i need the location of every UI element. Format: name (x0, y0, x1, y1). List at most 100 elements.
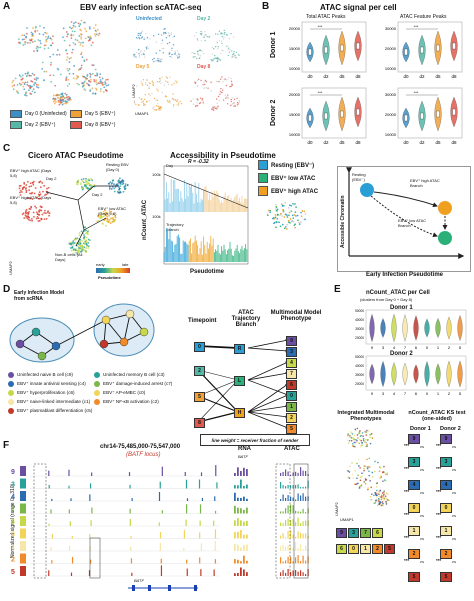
umap-point (195, 105, 197, 107)
umap-point (170, 56, 173, 59)
int-umap-point (375, 496, 378, 499)
pseudotime-point (38, 211, 41, 213)
violin-ytick: 20000 (355, 336, 364, 340)
trajectory-line (45, 185, 118, 247)
track-peak (89, 559, 92, 564)
region-box (275, 463, 291, 579)
pseudotime-point (21, 213, 24, 216)
pseudotime-point (99, 214, 102, 217)
umap-point (200, 79, 202, 82)
umap-point (223, 33, 225, 35)
umap-point (192, 56, 195, 58)
umap-point (30, 74, 32, 77)
pseudotime-point (77, 245, 80, 248)
ks-vs: vs (452, 513, 456, 518)
int-umap-point (364, 482, 367, 485)
pseudotime-point (28, 208, 31, 210)
int-umap-point (376, 498, 379, 501)
umap-point (19, 42, 22, 45)
umap-point (133, 102, 136, 104)
umap-point (172, 93, 174, 95)
umap-point (226, 45, 228, 47)
umap-point (218, 80, 220, 83)
umap-point (61, 93, 63, 96)
umap-point (227, 54, 229, 57)
track-color-tab (20, 466, 26, 476)
umap-point (99, 81, 102, 83)
int-umap-point (377, 461, 379, 464)
umap-point (83, 59, 86, 62)
track-color-tab (20, 516, 26, 526)
violin-shape (380, 360, 386, 388)
pseudotime-point (117, 179, 120, 182)
rna-peak (243, 485, 245, 489)
umap-point (168, 41, 171, 44)
umap-point (95, 81, 97, 84)
pseudotime-point (87, 233, 89, 236)
umap-point (217, 95, 220, 98)
umap-point (80, 36, 83, 39)
pseudotime-point (25, 184, 28, 186)
ks-sig: *** (404, 443, 410, 448)
e-umap1: UMAP1 (340, 517, 354, 522)
umap-point (174, 52, 176, 54)
int-umap-point (354, 469, 356, 472)
rna-peak (246, 484, 248, 489)
umap-point (214, 45, 217, 48)
int-umap-point (385, 497, 387, 499)
violin-box (308, 114, 312, 122)
umap-point (171, 47, 173, 49)
track-color-tab (20, 503, 26, 514)
umap-point (76, 39, 79, 42)
int-umap-point (376, 500, 379, 503)
umap-point (27, 71, 30, 74)
umap-point (223, 36, 225, 38)
atac-peak (297, 472, 299, 476)
pseudotime-point (122, 180, 125, 183)
panel-b-row2: Donor 2 (270, 99, 277, 126)
track-peak (216, 482, 218, 489)
ks-chip: 1 (408, 526, 420, 536)
pseudotime-point (126, 184, 129, 186)
gene-exon (194, 585, 197, 591)
atac-peak (290, 530, 292, 539)
umap-point (205, 81, 208, 83)
pseudotime-point (19, 185, 22, 187)
track-label: 7 (11, 507, 15, 514)
umap-point (70, 37, 73, 39)
umap-point (197, 54, 200, 56)
pseudotime-point (80, 250, 83, 253)
pseudotime-point (87, 178, 90, 181)
umap-point (24, 81, 27, 84)
umap-point (202, 101, 204, 103)
track-peak (213, 569, 215, 576)
umap-point (146, 84, 149, 86)
panel-a-legend: Day 0 (Uninfected) Day 5 (EBV⁺) Day 2 (E… (10, 110, 130, 129)
int-umap-point (354, 446, 356, 448)
umap-sub-day5: Day 5 (136, 64, 150, 70)
atac-peak (295, 570, 297, 576)
track-peak (199, 557, 201, 564)
track-peak (51, 533, 53, 539)
phenotype-box: 7 (286, 369, 297, 379)
track-peak (213, 520, 215, 526)
umap-point (11, 81, 14, 84)
panel-b-label: B (262, 1, 270, 12)
pseudotime-point (107, 221, 110, 224)
atac-peak (292, 485, 294, 489)
umap-point (165, 80, 167, 82)
umap-point (198, 57, 201, 59)
umap-point (16, 84, 19, 86)
track-peak (48, 484, 50, 489)
umap-point (155, 99, 157, 101)
umap-point (101, 81, 104, 84)
timepoint-box: 0 (194, 342, 205, 352)
umap-point (42, 79, 45, 82)
pseudotime-point (18, 187, 21, 190)
umap-point (93, 79, 96, 81)
violin-shape (457, 314, 463, 342)
int-umap-point (383, 465, 385, 468)
ks-chip: 5 (408, 572, 420, 582)
umap-point (36, 29, 39, 32)
legend-swatch (10, 110, 22, 118)
